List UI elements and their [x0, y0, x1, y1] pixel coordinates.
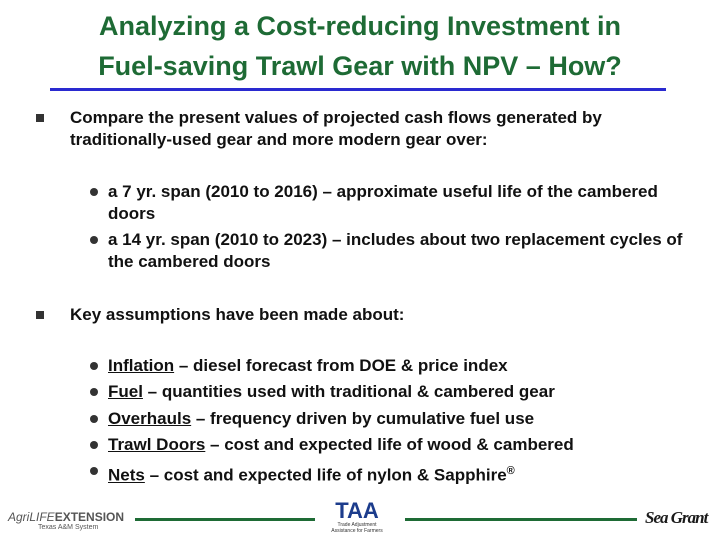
- detail: – cost and expected life of nylon & Sapp…: [144, 465, 507, 485]
- bullet-text: Compare the present values of projected …: [70, 108, 602, 149]
- term: Trawl Doors: [108, 434, 206, 454]
- bullet-marker: [90, 188, 98, 196]
- logo-text: AgriLIFE: [8, 510, 55, 524]
- logo-text: EXTENSION: [54, 510, 125, 524]
- bullet-marker: [36, 311, 44, 319]
- bullet-marker: [90, 440, 98, 449]
- footer-line: [135, 518, 315, 521]
- logo-subtext: Trade Adjustment Assistance for Farmers: [331, 522, 383, 534]
- detail: – frequency driven by cumulative fuel us…: [191, 408, 535, 428]
- sub-bullet-text: Trawl Doors – cost and expected life of …: [108, 434, 690, 456]
- bullet-marker: [90, 467, 98, 476]
- term: Inflation: [108, 356, 175, 375]
- sub-bullet-text: a 7 yr. span (2010 to 2016) – approximat…: [108, 182, 658, 223]
- logo: TAA Trade Adjustment Assistance for Farm…: [327, 498, 387, 535]
- footer-line: [405, 518, 637, 521]
- sub-bullet-text: Fuel – quantities used with traditional …: [108, 381, 690, 403]
- registered-mark: ®: [506, 465, 515, 478]
- sub-bullet-text: Nets – cost and expected life of nylon &…: [108, 460, 690, 487]
- bullet-marker: [90, 388, 98, 397]
- detail: – cost and expected life of wood & cambe…: [205, 434, 574, 454]
- term: Overhauls: [108, 408, 192, 428]
- title-line: Fuel-saving Trawl Gear with NPV – How?: [98, 51, 622, 81]
- logo-text: TAA: [335, 498, 379, 523]
- title-line: Analyzing a Cost-reducing Investment in: [98, 11, 622, 41]
- bullet-marker: [90, 414, 98, 423]
- logo-subtext: Texas A&M System: [38, 524, 99, 531]
- logo: Sea Grant: [645, 508, 708, 527]
- sub-bullet-text: Inflation – diesel forecast from DOE & p…: [108, 355, 690, 377]
- term: Fuel: [108, 382, 143, 402]
- sub-bullet-text: Overhauls – frequency driven by cumulati…: [108, 408, 690, 430]
- term: Nets: [108, 465, 145, 485]
- sub-bullet-text: a 14 yr. span (2010 to 2023) – includes …: [108, 230, 683, 271]
- bullet-marker: [36, 114, 44, 122]
- bullet-marker: [90, 236, 98, 244]
- bullet-marker: [90, 362, 98, 370]
- detail: – quantities used with traditional & cam…: [142, 382, 555, 402]
- bullet-text: Key assumptions have been made about:: [70, 305, 405, 324]
- title-rule: [50, 88, 666, 91]
- detail: – diesel forecast from DOE & price index: [174, 356, 508, 375]
- logo: AgriLIFEEXTENSION Texas A&M System: [8, 510, 124, 531]
- slide-title: Analyzing a Cost-reducing Investment in …: [20, 6, 700, 86]
